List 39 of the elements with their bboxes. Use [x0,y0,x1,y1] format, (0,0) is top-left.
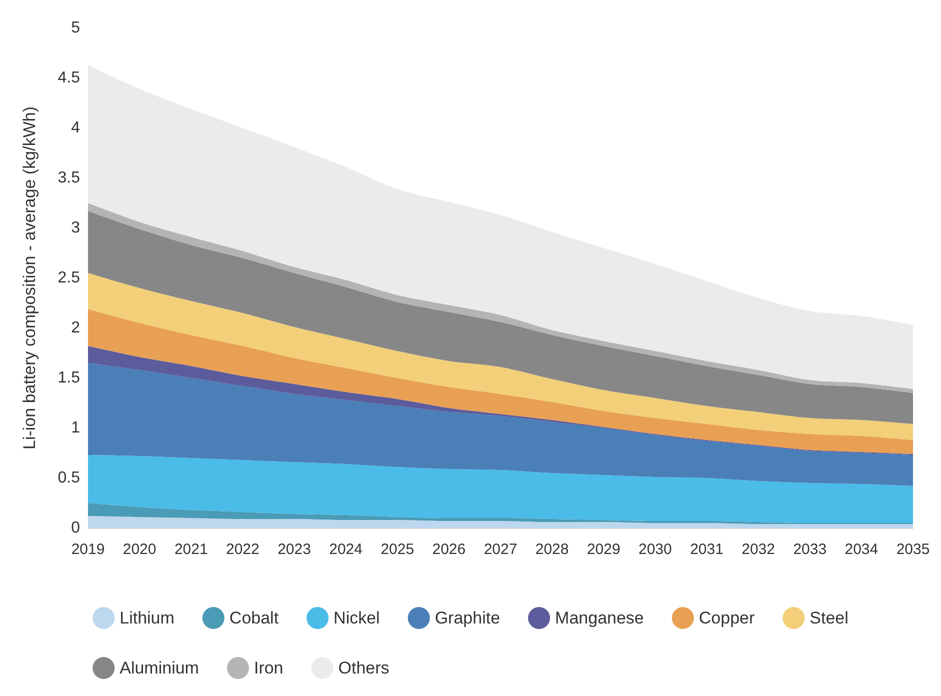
y-tick-label: 0.5 [58,470,80,486]
legend-label: Copper [698,608,755,628]
y-tick-label: 4.5 [58,70,80,86]
y-tick-label: 3 [71,220,80,236]
legend-label: Cobalt [229,608,279,628]
x-tick-label: 2034 [844,541,878,558]
x-tick-label: 2024 [329,541,362,558]
y-tick-label: 0 [71,520,80,536]
y-tick-label: 4 [71,120,80,136]
y-tick-label: 2 [71,320,80,336]
x-tick-label: 2032 [742,541,775,558]
y-tick-label: 1 [71,420,80,436]
x-tick-label: 2033 [793,541,827,558]
legend-label: Aluminium [120,658,199,678]
x-tick-label: 2021 [174,541,208,558]
x-tick-label: 2031 [690,541,724,558]
x-tick-label: 2025 [380,541,414,558]
x-tick-label: 2028 [535,541,569,558]
x-tick-label: 2022 [226,541,260,558]
legend-label: Iron [254,658,284,678]
legend-label: Manganese [555,608,644,628]
y-tick-label: 3.5 [58,170,80,186]
y-tick-label: 1.5 [58,370,80,386]
x-tick-label: 2020 [122,541,156,558]
x-tick-label: 2026 [432,541,466,558]
y-tick-label: 2.5 [58,270,80,286]
legend-label: Lithium [120,608,174,628]
x-tick-label: 2023 [278,541,311,558]
legend-label: Nickel [334,608,380,628]
x-tick-label: 2027 [484,541,518,558]
x-tick-label: 2029 [586,541,620,558]
x-tick-label: 2030 [638,541,672,558]
legend-label: Steel [810,608,848,628]
x-tick-label: 2035 [896,541,930,558]
x-tick-label: 2019 [71,541,105,558]
y-tick-label: 5 [71,20,80,36]
legend-label: Others [338,658,390,678]
y-axis-title: Li-ion battery composition - average (kg/kWh) [20,106,39,450]
legend-label: Graphite [434,608,500,628]
